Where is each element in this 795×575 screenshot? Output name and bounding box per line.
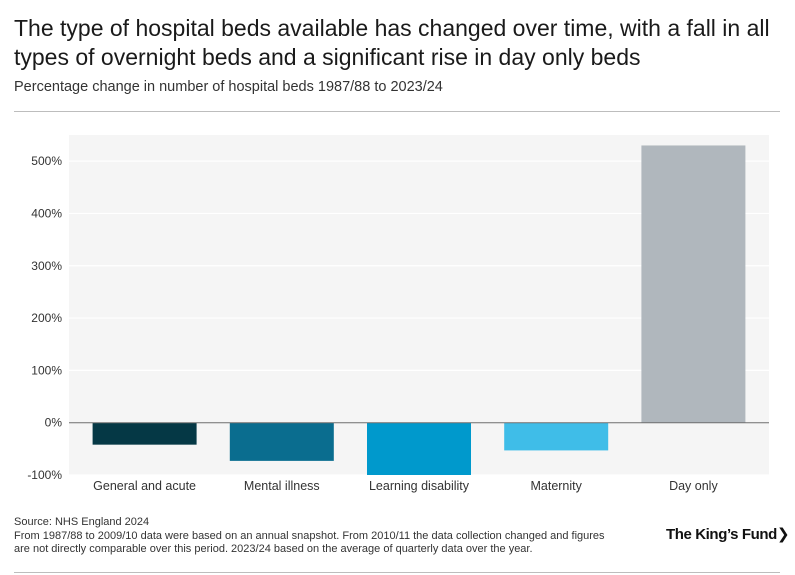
y-tick-label: 200% — [31, 311, 62, 325]
methodology-note-line-1: From 1987/88 to 2009/10 data were based … — [14, 529, 605, 542]
methodology-note-line-2: are not directly comparable over this pe… — [14, 543, 533, 555]
chevron-right-icon: ❯ — [776, 526, 790, 543]
y-tick-label: -100% — [27, 468, 62, 482]
bar-learning-disability — [367, 422, 471, 475]
y-tick-label: 300% — [31, 259, 62, 273]
source-note: Source: NHS England 2024 — [14, 516, 150, 528]
logo-wordmark: The King’s Fund — [666, 526, 777, 543]
y-tick-label: 100% — [31, 363, 62, 377]
bar-chart: -100% 0% 100% 200% 300% 400% 500% General and a… — [27, 135, 769, 493]
x-category-label: Day only — [669, 479, 718, 493]
x-category-label: Maternity — [530, 479, 582, 493]
y-tick-label: 400% — [31, 206, 62, 220]
bar-mental-illness — [229, 422, 334, 461]
footer-notes: Source: NHS England 2024 From 1987/88 to… — [14, 516, 654, 557]
bar-maternity — [504, 422, 609, 451]
chart-title: The type of hospital beds available has … — [14, 15, 770, 70]
x-category-label: General and acute — [93, 479, 196, 493]
y-tick-label: 500% — [31, 154, 62, 168]
chart-subtitle: Percentage change in number of hospital … — [14, 79, 443, 95]
top-divider — [14, 111, 780, 112]
bar-general-and-acute — [92, 422, 197, 445]
x-category-label: Mental illness — [244, 479, 320, 493]
bar-day-only — [641, 145, 746, 423]
bottom-divider — [14, 572, 780, 573]
chart-area: -100% 0% 100% 200% 300% 400% 500% General and a… — [14, 135, 781, 495]
x-category-label: Learning disability — [369, 479, 470, 493]
kings-fund-logo: The King’s Fund❯ — [666, 525, 790, 543]
y-tick-label: 0% — [45, 416, 63, 430]
